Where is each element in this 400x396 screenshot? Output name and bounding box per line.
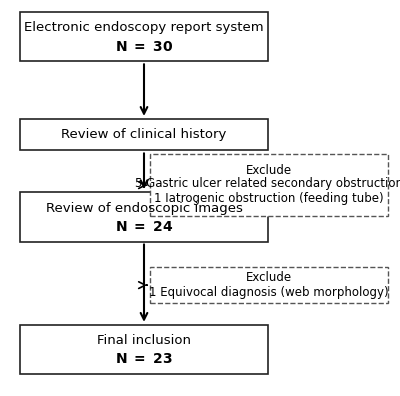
Text: 5 Gastric ulcer related secondary obstruction: 5 Gastric ulcer related secondary obstru… — [135, 177, 400, 190]
Bar — [20, 325, 268, 374]
Text: $\mathbf{N\ =\ 23}$: $\mathbf{N\ =\ 23}$ — [115, 352, 173, 366]
Bar — [150, 154, 388, 216]
Text: $\mathbf{N\ =\ 30}$: $\mathbf{N\ =\ 30}$ — [115, 40, 173, 53]
Text: 1 Equivocal diagnosis (web morphology): 1 Equivocal diagnosis (web morphology) — [149, 286, 389, 299]
Bar — [20, 12, 268, 61]
Text: Exclude: Exclude — [246, 272, 292, 284]
Bar — [20, 192, 268, 242]
Text: 1 Iatrogenic obstruction (feeding tube): 1 Iatrogenic obstruction (feeding tube) — [154, 192, 384, 205]
Text: Review of endoscopic images: Review of endoscopic images — [46, 202, 242, 215]
Text: Exclude: Exclude — [246, 164, 292, 177]
Text: Review of clinical history: Review of clinical history — [61, 128, 227, 141]
Bar — [20, 119, 268, 150]
Text: Electronic endoscopy report system: Electronic endoscopy report system — [24, 21, 264, 34]
Text: $\mathbf{N\ =\ 24}$: $\mathbf{N\ =\ 24}$ — [115, 220, 173, 234]
Text: Final inclusion: Final inclusion — [97, 334, 191, 347]
Bar — [150, 267, 388, 303]
